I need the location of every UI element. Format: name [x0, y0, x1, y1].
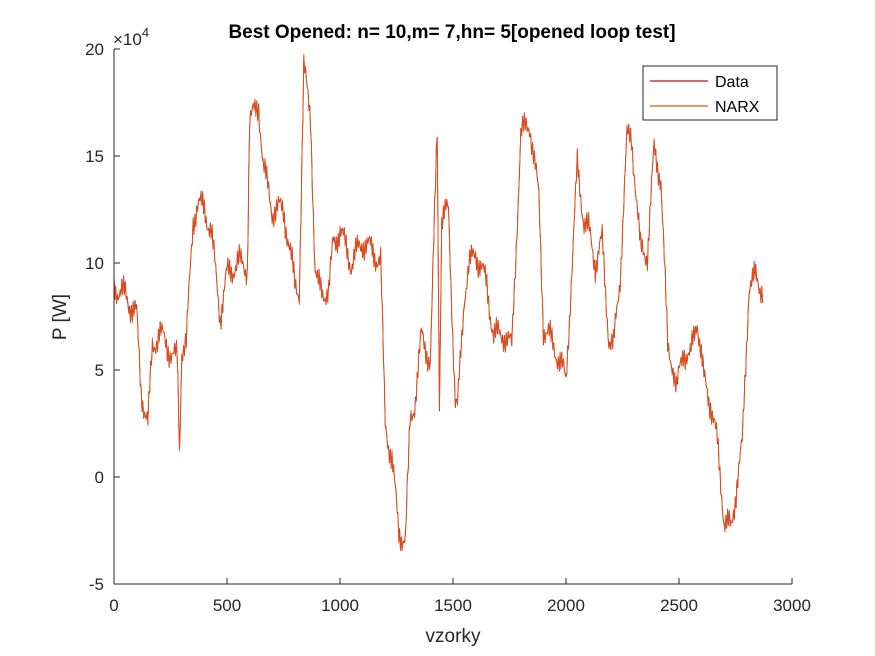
y-tick-label: 0: [95, 468, 104, 487]
legend-label-data: Data: [715, 74, 749, 91]
y-axis-exponent: ×104: [113, 25, 149, 49]
legend-box: [642, 65, 778, 121]
x-tick-label: 1500: [434, 596, 472, 615]
y-exponent-power: 4: [142, 25, 149, 40]
chart-title: Best Opened: n= 10,m= 7,hn= 5[opened loo…: [228, 22, 675, 43]
x-tick-label: 1000: [321, 596, 359, 615]
legend: Data NARX: [642, 65, 778, 121]
y-tick-label: 5: [95, 361, 104, 380]
y-tick-label: 10: [85, 254, 104, 273]
axes-background: [114, 49, 792, 584]
y-tick-label: 20: [85, 40, 104, 59]
y-tick-label: 15: [85, 147, 104, 166]
series-layer: [113, 53, 764, 552]
x-ticks: 0 500 1000 1500 2000 2500 3000: [109, 578, 811, 615]
y-exponent-base: ×10: [113, 30, 142, 49]
x-tick-label: 0: [109, 596, 118, 615]
x-tick-label: 2000: [547, 596, 585, 615]
x-tick-label: 3000: [773, 596, 811, 615]
x-tick-label: 2500: [660, 596, 698, 615]
plot-area: 0 500 1000 1500 2000 2500 3000 -5 0 5 10 15 20: [85, 40, 811, 615]
legend-label-narx: NARX: [715, 99, 760, 116]
y-axis-label: P [W]: [50, 294, 71, 340]
x-tick-label: 500: [213, 596, 241, 615]
y-ticks: -5 0 5 10 15 20: [85, 40, 120, 594]
series-line-narx: [113, 53, 764, 552]
y-tick-label: -5: [89, 575, 104, 594]
x-axis-label: vzorky: [426, 626, 481, 647]
